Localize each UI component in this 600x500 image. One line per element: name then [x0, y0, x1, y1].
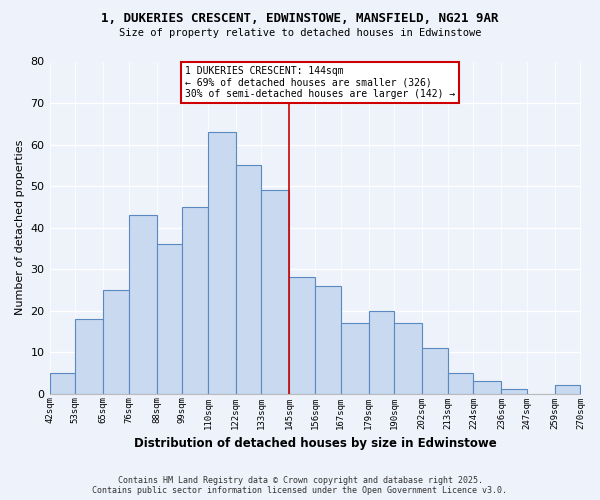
Bar	[157, 244, 182, 394]
Bar	[555, 386, 580, 394]
Bar	[368, 310, 394, 394]
Text: 1 DUKERIES CRESCENT: 144sqm
← 69% of detached houses are smaller (326)
30% of se: 1 DUKERIES CRESCENT: 144sqm ← 69% of det…	[185, 66, 455, 99]
Bar	[208, 132, 236, 394]
Bar	[473, 381, 502, 394]
Text: 1, DUKERIES CRESCENT, EDWINSTOWE, MANSFIELD, NG21 9AR: 1, DUKERIES CRESCENT, EDWINSTOWE, MANSFI…	[101, 12, 499, 26]
Bar	[182, 207, 208, 394]
Bar	[502, 390, 527, 394]
Bar	[289, 278, 315, 394]
Bar	[422, 348, 448, 394]
Bar	[448, 373, 473, 394]
Y-axis label: Number of detached properties: Number of detached properties	[15, 140, 25, 316]
Bar	[394, 323, 422, 394]
Bar	[315, 286, 341, 394]
Bar	[103, 290, 129, 394]
X-axis label: Distribution of detached houses by size in Edwinstowe: Distribution of detached houses by size …	[134, 437, 496, 450]
Bar	[129, 215, 157, 394]
Text: Contains HM Land Registry data © Crown copyright and database right 2025.
Contai: Contains HM Land Registry data © Crown c…	[92, 476, 508, 495]
Bar	[75, 319, 103, 394]
Bar	[262, 190, 289, 394]
Bar	[50, 373, 75, 394]
Bar	[341, 323, 368, 394]
Bar	[236, 166, 262, 394]
Text: Size of property relative to detached houses in Edwinstowe: Size of property relative to detached ho…	[119, 28, 481, 38]
